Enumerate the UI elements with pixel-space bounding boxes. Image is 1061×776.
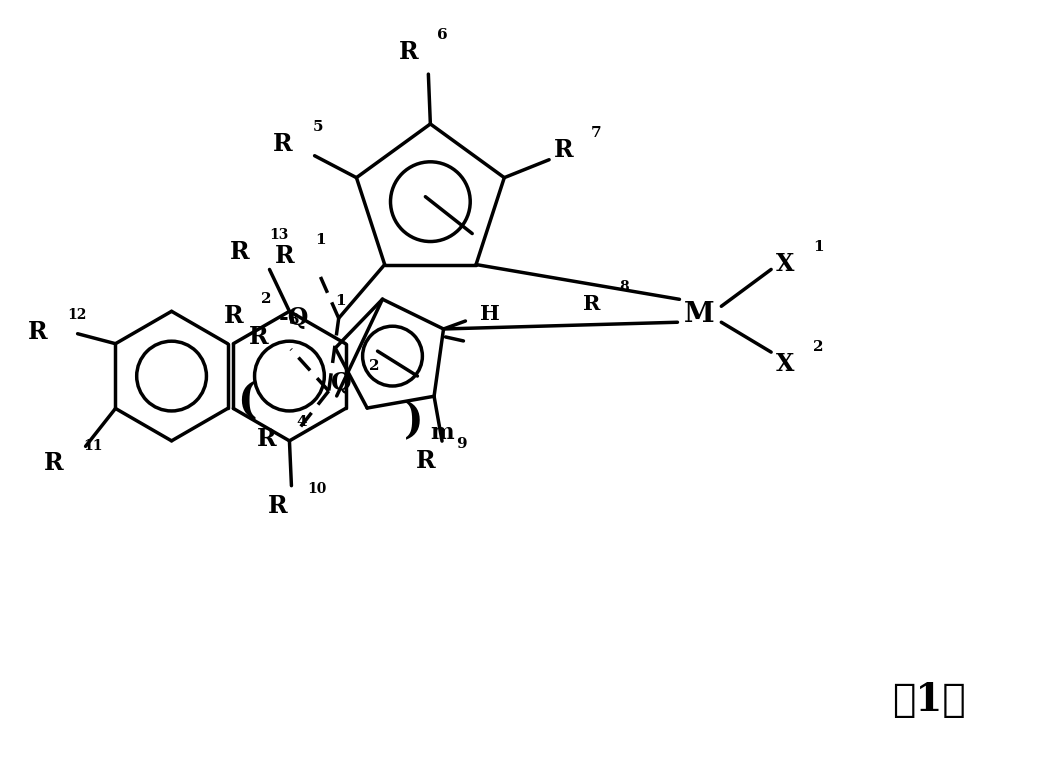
Text: 8: 8	[620, 280, 629, 294]
Text: 12: 12	[68, 308, 87, 322]
Text: 1: 1	[813, 241, 823, 255]
Text: R: R	[399, 40, 418, 64]
Text: R: R	[273, 132, 293, 156]
Text: 10: 10	[308, 482, 327, 496]
Text: R: R	[249, 325, 268, 349]
Text: R: R	[267, 494, 288, 518]
Text: ): )	[403, 400, 423, 442]
Text: X: X	[776, 352, 795, 376]
Text: X: X	[776, 252, 795, 276]
Text: R: R	[582, 294, 601, 314]
Text: m: m	[431, 422, 454, 444]
Text: R: R	[554, 138, 574, 161]
Text: 6: 6	[437, 28, 448, 42]
Text: R: R	[416, 449, 436, 473]
Text: 11: 11	[84, 439, 103, 453]
Text: 4: 4	[297, 415, 308, 429]
Text: H: H	[481, 304, 501, 324]
Text: M: M	[684, 301, 715, 327]
Text: 2: 2	[261, 293, 272, 307]
Text: 5: 5	[313, 120, 324, 133]
Text: 3: 3	[289, 314, 299, 327]
Text: 1: 1	[315, 233, 326, 247]
Text: 13: 13	[269, 227, 289, 241]
Text: Q: Q	[331, 371, 351, 395]
Text: R: R	[44, 452, 64, 475]
Text: -Q: -Q	[279, 307, 309, 331]
Text: R: R	[275, 244, 295, 268]
Text: 2: 2	[813, 340, 823, 354]
Text: 7: 7	[591, 126, 602, 140]
Text: （1）: （1）	[891, 681, 966, 719]
Text: 1: 1	[334, 294, 345, 308]
Text: (: (	[238, 380, 257, 422]
Text: 2: 2	[368, 359, 379, 373]
Text: R: R	[257, 427, 277, 451]
Text: 9: 9	[456, 437, 467, 451]
Text: R: R	[224, 304, 244, 328]
Text: R: R	[229, 240, 249, 264]
Text: R: R	[28, 320, 48, 344]
